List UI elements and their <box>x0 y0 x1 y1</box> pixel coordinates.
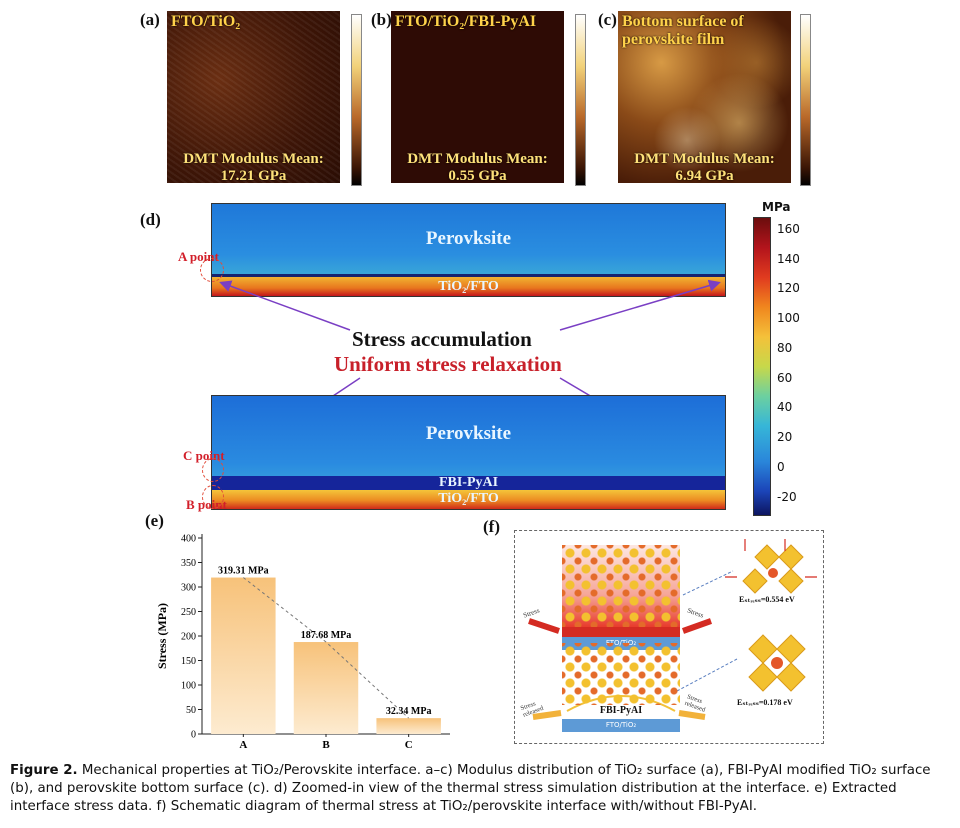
afm-b-title: FTO/TiO₂/FBI-PyAI <box>395 13 537 30</box>
x-tick-label: A <box>239 739 247 751</box>
caption-lead: Figure 2. <box>10 763 78 778</box>
afm-a-mean-label: DMT Modulus Mean: <box>183 151 324 167</box>
afm-c-mean-value: 6.94 GPa <box>675 168 734 183</box>
bar-A <box>211 577 276 734</box>
afm-map-c: Bottom surface of perovskite film DMT Mo… <box>618 11 791 183</box>
y-tick-label: 50 <box>186 705 196 716</box>
sim-bottom-substrate <box>212 490 725 509</box>
afm-b-mean-label: DMT Modulus Mean: <box>407 151 548 167</box>
substrate-bottom-label: FTO/TiO₂ <box>605 721 637 729</box>
afm-c-title-line2: perovskite film <box>622 31 725 48</box>
legend-tick: 0 <box>777 460 785 474</box>
legend-unit: MPa <box>762 200 791 214</box>
sim-top-substrate <box>212 276 725 296</box>
y-tick-label: 300 <box>181 583 196 594</box>
sim-top: Perovksite TiO₂/FTO <box>211 203 726 297</box>
y-tick-label: 200 <box>181 632 196 643</box>
panel-c-label: (c) <box>598 10 617 29</box>
x-tick-label: B <box>322 739 330 751</box>
lattice-pattern <box>562 545 680 627</box>
sim-top-perovskite: Perovksite <box>425 228 512 249</box>
caption-text: Mechanical properties at TiO₂/Perovskite… <box>10 763 931 814</box>
sim-bottom-perovskite: Perovksite <box>425 423 512 444</box>
legend-tick: 140 <box>777 252 800 266</box>
bar-B <box>293 642 359 734</box>
afm-texture <box>618 11 791 183</box>
fbi-layer-label: FBI-PyAI <box>599 705 643 716</box>
data-label: 32.34 MPa <box>386 706 432 717</box>
legend-tick: 40 <box>777 400 793 414</box>
lattice-top <box>562 545 680 627</box>
c-point-circle <box>202 458 224 482</box>
panel-e-label: (e) <box>145 511 164 530</box>
energy-bottom: Eₛₜᵣₑₛₛ=0.178 eV <box>737 698 793 707</box>
legend-tick: 80 <box>777 341 793 355</box>
afm-b-mean-value: 0.55 GPa <box>448 168 507 183</box>
sim-bottom-fbi <box>212 476 725 490</box>
legend-tick: 20 <box>777 430 793 444</box>
panel-f-label: (f) <box>483 517 500 536</box>
sim-bottom: Perovksite FBI-PyAI TiO₂/FTO <box>211 395 726 510</box>
trend-line <box>243 577 410 719</box>
afm-a-title: FTO/TiO₂ <box>171 13 241 30</box>
a-point-circle <box>200 258 224 282</box>
sim-bottom-fbi-label: FBI-PyAI <box>438 475 499 490</box>
data-label: 187.68 MPa <box>301 630 352 641</box>
y-axis-label: Stress (MPa) <box>155 603 169 669</box>
energy-top: Eₛₜᵣₑₛₛ=0.554 eV <box>739 595 795 604</box>
data-label: 319.31 MPa <box>218 566 269 577</box>
octahedra-top <box>725 539 817 594</box>
substrate-bottom <box>562 719 680 732</box>
x-tick-label: C <box>405 739 413 751</box>
afm-a-mean-value: 17.21 GPa <box>220 168 287 183</box>
lattice-bottom <box>562 643 680 705</box>
text-uniform-relaxation: Uniform stress relaxation <box>334 352 562 376</box>
y-tick-label: 250 <box>181 607 196 618</box>
sim-top-interface <box>212 274 725 277</box>
b-point-circle <box>202 485 224 509</box>
legend-tick: -20 <box>777 490 797 504</box>
afm-texture <box>167 11 340 183</box>
legend-tick: 160 <box>777 222 800 236</box>
colorbar-a <box>351 14 362 186</box>
legend-tick: 100 <box>777 311 800 325</box>
panel-a-label: (a) <box>140 10 160 29</box>
stress-layer-top <box>562 627 680 637</box>
schematic-frame: FTO/TiO₂ Stress Stress Eₛₜᵣₑₛₛ=0.554 eV <box>514 530 824 744</box>
figure-caption: Figure 2. Mechanical properties at TiO₂/… <box>10 762 956 816</box>
colorbar-b <box>575 14 586 186</box>
sim-bottom-tio2: TiO₂/FTO <box>438 491 499 506</box>
panel-b-label: (b) <box>371 10 392 29</box>
panel-d-label: (d) <box>140 210 161 229</box>
bar-C <box>376 718 441 734</box>
sim-top-tio2: TiO₂/FTO <box>438 279 499 294</box>
legend-bar <box>753 217 771 516</box>
afm-map-b: FTO/TiO₂/FBI-PyAI DMT Modulus Mean: 0.55… <box>391 11 564 183</box>
y-tick-label: 400 <box>181 534 196 545</box>
y-tick-label: 0 <box>191 730 196 741</box>
y-tick-label: 150 <box>181 656 196 667</box>
text-stress-accumulation: Stress accumulation <box>352 327 532 351</box>
arrow-accum-right <box>559 279 721 331</box>
afm-c-mean-label: DMT Modulus Mean: <box>634 151 775 167</box>
afm-c-title-line1: Bottom surface of <box>622 13 744 30</box>
y-tick-label: 350 <box>181 558 196 569</box>
legend-tick: 120 <box>777 281 800 295</box>
octahedra-bottom <box>748 634 806 692</box>
afm-map-a: FTO/TiO₂ DMT Modulus Mean: 17.21 GPa <box>167 11 340 183</box>
schematic-arrows <box>528 539 817 720</box>
arrow-accum-left <box>219 280 351 331</box>
stress-bar-chart: 0 50 100 150 200 250 300 350 400 Stress (MPa) 319.… <box>155 534 450 751</box>
y-tick-label: 100 <box>181 681 196 692</box>
colorbar-c <box>800 14 811 186</box>
legend-tick: 60 <box>777 371 793 385</box>
